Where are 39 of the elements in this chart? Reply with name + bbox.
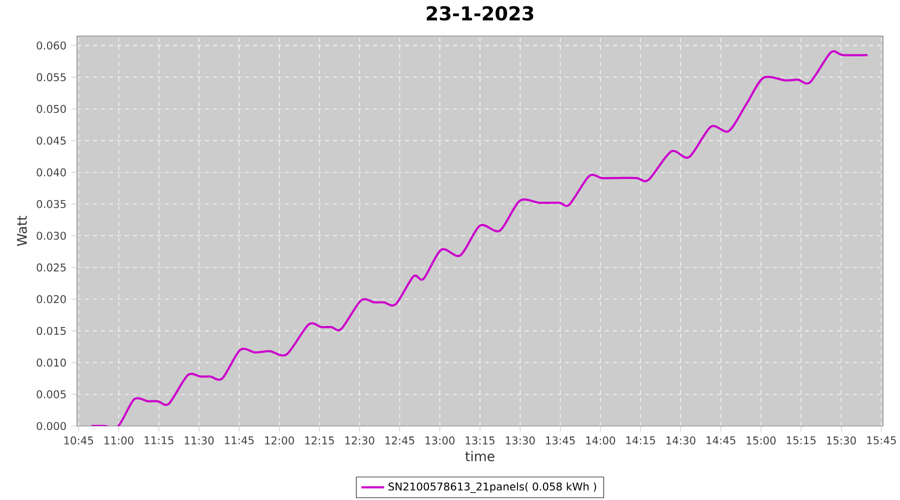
- legend-label: SN2100578613_21panels( 0.058 kWh ): [388, 482, 596, 493]
- x-tick-label: 11:30: [184, 436, 214, 444]
- y-tick-label: 0.055: [36, 73, 66, 82]
- x-tick-label: 11:00: [104, 436, 134, 444]
- x-tick-label: 10:45: [64, 436, 94, 444]
- y-tick-label: 0.000: [36, 422, 66, 430]
- y-tick-label: 0.045: [36, 136, 66, 145]
- x-tick-label: 13:15: [466, 436, 494, 444]
- y-tick-label: 0.030: [36, 232, 66, 240]
- x-tick-label: 11:15: [144, 436, 174, 444]
- y-tick-label: 0.010: [36, 358, 66, 367]
- x-tick-label: 14:15: [626, 436, 655, 444]
- y-tick-label: 0.025: [36, 263, 66, 272]
- y-tick-label: 0.015: [36, 326, 66, 335]
- x-tick-label: 12:45: [386, 436, 414, 444]
- x-tick-label: 15:00: [746, 436, 776, 444]
- y-tick-label: 0.035: [36, 200, 66, 208]
- x-tick-label: 15:45: [867, 436, 896, 444]
- x-tick-label: 15:15: [786, 436, 816, 444]
- x-tick-label: 12:15: [305, 436, 334, 444]
- y-tick-label: 0.050: [36, 104, 66, 113]
- y-tick-label: 0.040: [36, 168, 66, 176]
- chart-title: 23-1-2023: [426, 6, 534, 21]
- x-tick-label: 12:00: [265, 436, 294, 444]
- line-series: [90, 50, 869, 426]
- y-tick-label: 0.060: [36, 41, 66, 50]
- x-tick-label: 14:45: [706, 436, 736, 444]
- x-tick-label: 14:30: [666, 436, 696, 444]
- x-tick-label: 13:45: [546, 436, 575, 444]
- y-tick-label: 0.005: [36, 390, 66, 398]
- x-axis-title: time: [465, 450, 494, 462]
- y-tick-label: 0.020: [36, 295, 66, 304]
- x-tick-label: 13:00: [426, 436, 455, 444]
- x-tick-label: 13:30: [506, 436, 535, 444]
- x-tick-label: 15:30: [827, 436, 856, 444]
- x-tick-label: 12:30: [345, 436, 374, 444]
- x-tick-label: 11:45: [224, 436, 254, 444]
- x-tick-label: 14:00: [586, 436, 616, 444]
- y-axis-title: Watt: [16, 216, 27, 246]
